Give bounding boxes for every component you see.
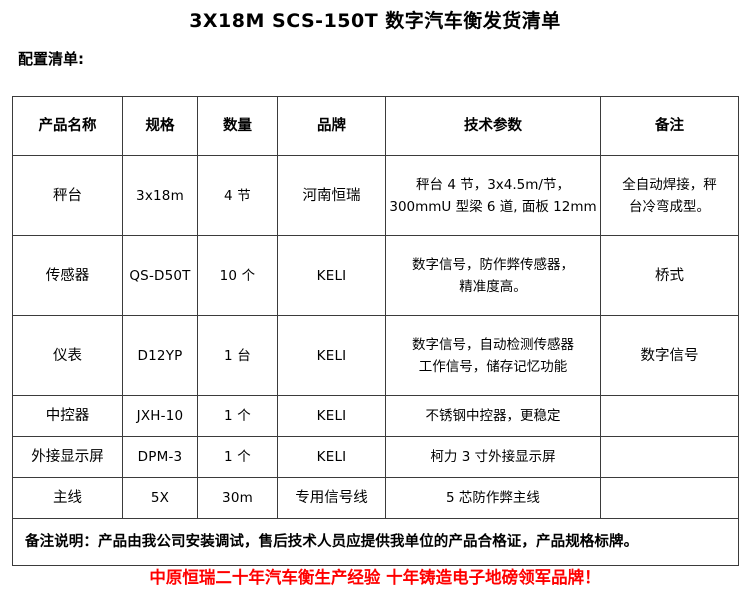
company-slogan: 中原恒瑞二十年汽车衡生产经验 十年铸造电子地磅领军品牌！ [149,568,601,587]
table-header-row: 产品名称 规格 数量 品牌 技术参数 备注 [12,96,739,156]
cell-spec: QS-D50T [122,235,198,316]
cell-product-name: 仪表 [12,315,123,396]
table-row: 外接显示屏 DPM-3 1 个 KELI 柯力 3 寸外接显示屏 [12,436,739,478]
table-row: 主线 5X 30m 专用信号线 5 芯防作弊主线 [12,477,739,519]
cell-product-name: 中控器 [12,395,123,437]
column-header-product-name: 产品名称 [12,96,123,156]
remark-note: 备注说明：产品由我公司安装调试，售后技术人员应提供我单位的产品合格证，产品规格标… [12,518,739,566]
cell-tech-params: 数字信号，自动检测传感器 工作信号，储存记忆功能 [385,315,601,396]
cell-remark: 桥式 [600,235,739,316]
cell-tech-params: 数字信号，防作弊传感器， 精准度高。 [385,235,601,316]
cell-brand: KELI [277,235,386,316]
cell-brand: KELI [277,395,386,437]
page-title: 3X18M SCS-150T 数字汽车衡发货清单 [189,10,561,32]
column-header-quantity: 数量 [197,96,278,156]
cell-remark [600,477,739,519]
cell-remark: 全自动焊接，秤 台冷弯成型。 [600,155,739,236]
table-row: 秤台 3x18m 4 节 河南恒瑞 秤台 4 节，3x4.5m/节， 300mm… [12,155,739,236]
cell-tech-params: 柯力 3 寸外接显示屏 [385,436,601,478]
column-header-brand: 品牌 [277,96,386,156]
cell-brand: KELI [277,436,386,478]
cell-product-name: 主线 [12,477,123,519]
cell-brand: KELI [277,315,386,396]
cell-product-name: 传感器 [12,235,123,316]
cell-spec: JXH-10 [122,395,198,437]
cell-product-name: 秤台 [12,155,123,236]
cell-tech-params: 不锈钢中控器，更稳定 [385,395,601,437]
table-row: 仪表 D12YP 1 台 KELI 数字信号，自动检测传感器 工作信号，储存记忆… [12,315,739,396]
column-header-remark: 备注 [600,96,739,156]
column-header-tech-params: 技术参数 [385,96,601,156]
cell-spec: 3x18m [122,155,198,236]
cell-brand: 河南恒瑞 [277,155,386,236]
column-header-spec: 规格 [122,96,198,156]
cell-quantity: 10 个 [197,235,278,316]
cell-quantity: 1 个 [197,436,278,478]
cell-quantity: 4 节 [197,155,278,236]
table-row: 传感器 QS-D50T 10 个 KELI 数字信号，防作弊传感器， 精准度高。… [12,235,739,316]
cell-spec: 5X [122,477,198,519]
cell-remark: 数字信号 [600,315,739,396]
cell-tech-params: 秤台 4 节，3x4.5m/节， 300mmU 型梁 6 道, 面板 12mm [385,155,601,236]
specification-table: 产品名称 规格 数量 品牌 技术参数 备注 秤台 3x18m 4 节 河南恒瑞 … [12,96,739,566]
cell-tech-params: 5 芯防作弊主线 [385,477,601,519]
cell-spec: DPM-3 [122,436,198,478]
cell-remark [600,395,739,437]
cell-quantity: 1 个 [197,395,278,437]
table-note-row: 备注说明：产品由我公司安装调试，售后技术人员应提供我单位的产品合格证，产品规格标… [12,518,739,566]
table-row: 中控器 JXH-10 1 个 KELI 不锈钢中控器，更稳定 [12,395,739,437]
cell-quantity: 30m [197,477,278,519]
cell-spec: D12YP [122,315,198,396]
cell-quantity: 1 台 [197,315,278,396]
cell-remark [600,436,739,478]
cell-product-name: 外接显示屏 [12,436,123,478]
configuration-list-label: 配置清单: [18,50,84,68]
cell-brand: 专用信号线 [277,477,386,519]
